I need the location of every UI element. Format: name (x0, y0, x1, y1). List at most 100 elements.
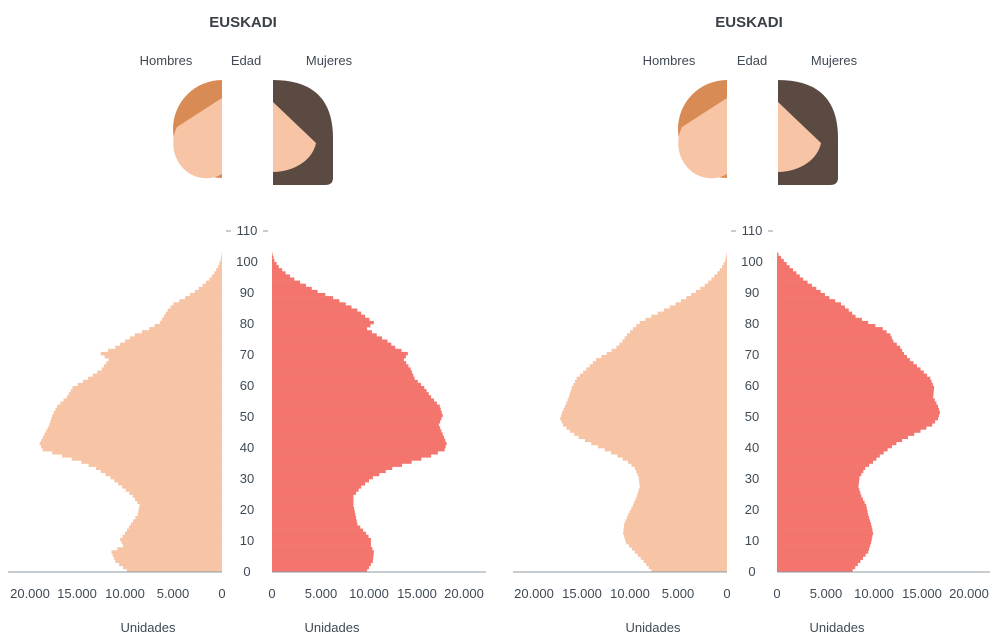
men-age-bar (122, 485, 222, 489)
age-tick-label: 40 (240, 440, 254, 455)
women-age-bar (777, 503, 867, 508)
women-age-bar (272, 268, 283, 272)
men-age-bar (571, 386, 727, 390)
women-age-bar (777, 463, 870, 467)
women-age-bar (777, 398, 935, 402)
men-age-bar (639, 482, 727, 486)
men-age-bar (165, 311, 222, 315)
men-age-bar (573, 382, 727, 387)
men-age-bar (566, 401, 727, 405)
women-age-bar (272, 444, 446, 449)
women-age-bar (777, 494, 862, 498)
women-age-bar (777, 491, 861, 495)
men-age-bar (561, 413, 727, 418)
women-age-bar (777, 367, 921, 371)
age-tick-label: 80 (745, 316, 759, 331)
women-age-bar (272, 525, 361, 529)
women-age-bar (777, 537, 872, 542)
value-tick-label: 10.000 (854, 586, 894, 601)
men-age-bar (722, 265, 727, 269)
women-age-bar (272, 426, 441, 430)
men-age-bar (194, 289, 222, 294)
men-age-bar (578, 435, 727, 439)
women-age-bar (272, 351, 408, 356)
men-age-bar (123, 565, 222, 570)
men-age-bar (114, 556, 222, 560)
men-age-bar (675, 302, 727, 306)
women-age-bar (777, 280, 808, 284)
men-age-bar (631, 463, 728, 467)
women-age-bar (777, 283, 812, 288)
women-age-bar (272, 417, 442, 421)
men-age-bar (568, 395, 727, 399)
men-age-bar (566, 426, 727, 430)
men-age-bar (110, 475, 222, 480)
men-age-bar (123, 544, 222, 548)
man-icon (173, 80, 222, 179)
men-age-bar (112, 553, 222, 557)
men-age-bar (211, 274, 222, 278)
women-age-bar (777, 525, 872, 529)
women-age-bar (777, 401, 937, 405)
men-age-bar (97, 370, 222, 374)
men-age-bar (138, 510, 222, 514)
women-age-bar (272, 550, 374, 554)
men-age-bar (623, 528, 727, 532)
women-age-bar (777, 413, 939, 418)
women-age-bar (272, 320, 374, 325)
women-age-bar (777, 258, 784, 263)
men-age-bar (563, 407, 727, 412)
women-age-bar (777, 293, 826, 297)
women-age-bar (777, 268, 793, 272)
women-age-bar (777, 426, 927, 430)
men-age-bar (125, 339, 222, 343)
pyramid-bars-1 (39, 252, 447, 573)
women-age-bar (272, 373, 414, 377)
men-age-bar (120, 537, 222, 542)
pyramid-bars-2 (560, 252, 940, 573)
men-age-bar (640, 556, 727, 560)
women-age-bar (272, 330, 372, 334)
men-age-bar (53, 410, 223, 415)
men-value-ticks: 0 5.000 10.000 15.000 20.000 (514, 586, 731, 601)
men-age-bar (44, 432, 222, 436)
men-age-bar (57, 404, 222, 408)
men-age-bar (637, 553, 727, 557)
men-age-bar (126, 528, 222, 532)
women-age-bar (777, 500, 865, 505)
women-age-bar (777, 417, 939, 421)
men-age-bar (657, 311, 727, 315)
men-age-bar (636, 324, 727, 328)
women-age-bar (777, 373, 928, 377)
women-age-bar (777, 336, 892, 340)
men-age-bar (708, 280, 727, 284)
women-age-bar (272, 358, 404, 362)
women-age-bar (272, 367, 411, 371)
men-age-bar (626, 541, 727, 545)
women-age-bar (777, 488, 860, 492)
age-tick-label: 100 (741, 254, 763, 269)
men-age-bar (634, 500, 727, 505)
women-age-bar (272, 423, 439, 427)
women-age-bar (272, 302, 346, 306)
women-age-bar (272, 448, 445, 452)
men-age-bar (623, 531, 727, 536)
women-age-bar (777, 451, 884, 455)
men-age-bar (637, 491, 727, 495)
value-tick-label: 20.000 (514, 586, 554, 601)
women-age-bar (777, 302, 842, 306)
men-age-bar (81, 460, 222, 464)
women-age-bar (777, 541, 872, 545)
men-age-bar (219, 262, 222, 266)
women-age-bar (777, 516, 870, 520)
men-age-bar (108, 348, 222, 353)
women-age-bar (272, 562, 371, 567)
women-age-bar (777, 444, 892, 449)
women-age-bar (777, 466, 866, 470)
women-age-bar (272, 392, 429, 396)
men-age-bar (576, 376, 727, 381)
women-age-bar (272, 389, 427, 393)
men-age-bar (100, 469, 222, 474)
women-age-bar (272, 274, 290, 278)
